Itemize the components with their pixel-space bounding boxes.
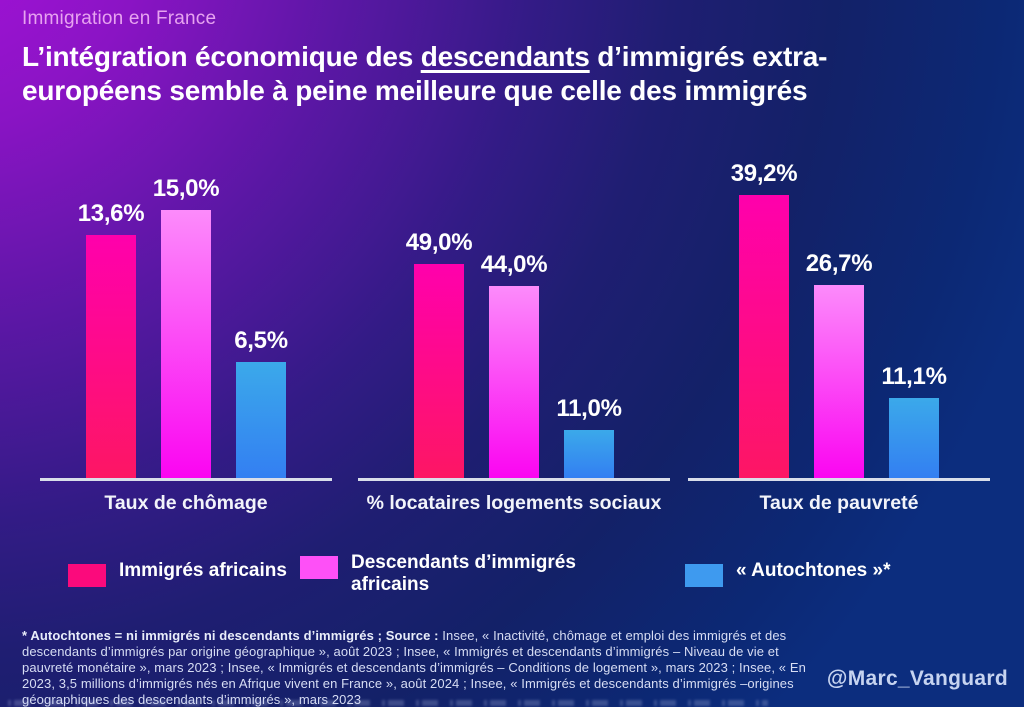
chart-group: 13,6% 15,0% 6,5% Taux de chômage	[40, 175, 332, 514]
footnote: * Autochtones = ni immigrés ni descendan…	[22, 628, 814, 707]
x-axis-line	[688, 478, 990, 481]
footnote-bold-lead: * Autochtones = ni immigrés ni descendan…	[22, 628, 439, 643]
legend-swatch-magenta	[300, 556, 338, 579]
bar-column: 15,0%	[153, 175, 220, 478]
kicker: Immigration en France	[22, 8, 217, 29]
bar-value-label: 6,5%	[234, 327, 288, 354]
legend-item-immigres-africains: Immigrés africains	[68, 560, 287, 587]
bar-value-label: 13,6%	[77, 200, 145, 227]
category-label: Taux de pauvreté	[759, 492, 919, 514]
legend-swatch-pink	[68, 564, 106, 587]
bar	[86, 235, 136, 478]
watermark-handle: @Marc_Vanguard	[826, 667, 1008, 690]
x-axis-line	[40, 478, 332, 481]
bar	[739, 195, 789, 478]
bar-column: 44,0%	[481, 251, 548, 478]
legend-label: « Autochtones »*	[736, 560, 891, 581]
bar	[564, 430, 614, 478]
legend-item-autochtones: « Autochtones »*	[685, 560, 891, 587]
bar	[161, 210, 211, 478]
chart-group: 49,0% 44,0% 11,0% % locataires logements so…	[358, 229, 670, 514]
title-segment-pre: L’intégration économique des	[22, 41, 421, 72]
bar-value-label: 44,0%	[480, 251, 548, 278]
blurred-text-strip	[8, 700, 768, 706]
bar-column: 26,7%	[806, 250, 873, 478]
bar	[814, 285, 864, 478]
legend-swatch-blue	[685, 564, 723, 587]
bar	[489, 286, 539, 478]
bar-column: 49,0%	[406, 229, 473, 478]
bar-chart: 13,6% 15,0% 6,5% Taux de chômage 49,0% 44,0% 1…	[0, 160, 1024, 514]
bar	[236, 362, 286, 478]
legend-label: Immigrés africains	[119, 560, 287, 581]
bar-value-label: 15,0%	[152, 175, 220, 202]
bar-value-label: 49,0%	[405, 229, 473, 256]
legend: Immigrés africains Descendants d’immigré…	[0, 552, 1024, 622]
bar	[889, 398, 939, 478]
bar-column: 11,0%	[556, 395, 622, 478]
bar-column: 6,5%	[234, 327, 288, 478]
title-underlined-word: descendants	[420, 41, 590, 72]
bar-value-label: 39,2%	[730, 160, 798, 187]
category-label: Taux de chômage	[104, 492, 268, 514]
category-label: % locataires logements sociaux	[366, 492, 662, 514]
title-segment-post: d’immigrés extra-européens semble à pein…	[22, 41, 828, 106]
bar	[414, 264, 464, 478]
bar-value-label: 26,7%	[805, 250, 873, 277]
legend-item-descendants: Descendants d’immigrés africains	[300, 552, 613, 596]
footnote-source-text: Insee, « Inactivité, chômage et emploi d…	[22, 628, 806, 707]
bar-value-label: 11,0%	[556, 395, 622, 422]
bar-column: 11,1%	[881, 363, 947, 478]
bar-column: 39,2%	[731, 160, 798, 478]
legend-label: Descendants d’immigrés africains	[351, 552, 576, 595]
chart-group: 39,2% 26,7% 11,1% Taux de pauvreté	[688, 160, 990, 514]
bar-column: 13,6%	[78, 200, 145, 478]
bar-value-label: 11,1%	[881, 363, 947, 390]
page-title: L’intégration économique des descendants…	[22, 40, 957, 107]
x-axis-line	[358, 478, 670, 481]
